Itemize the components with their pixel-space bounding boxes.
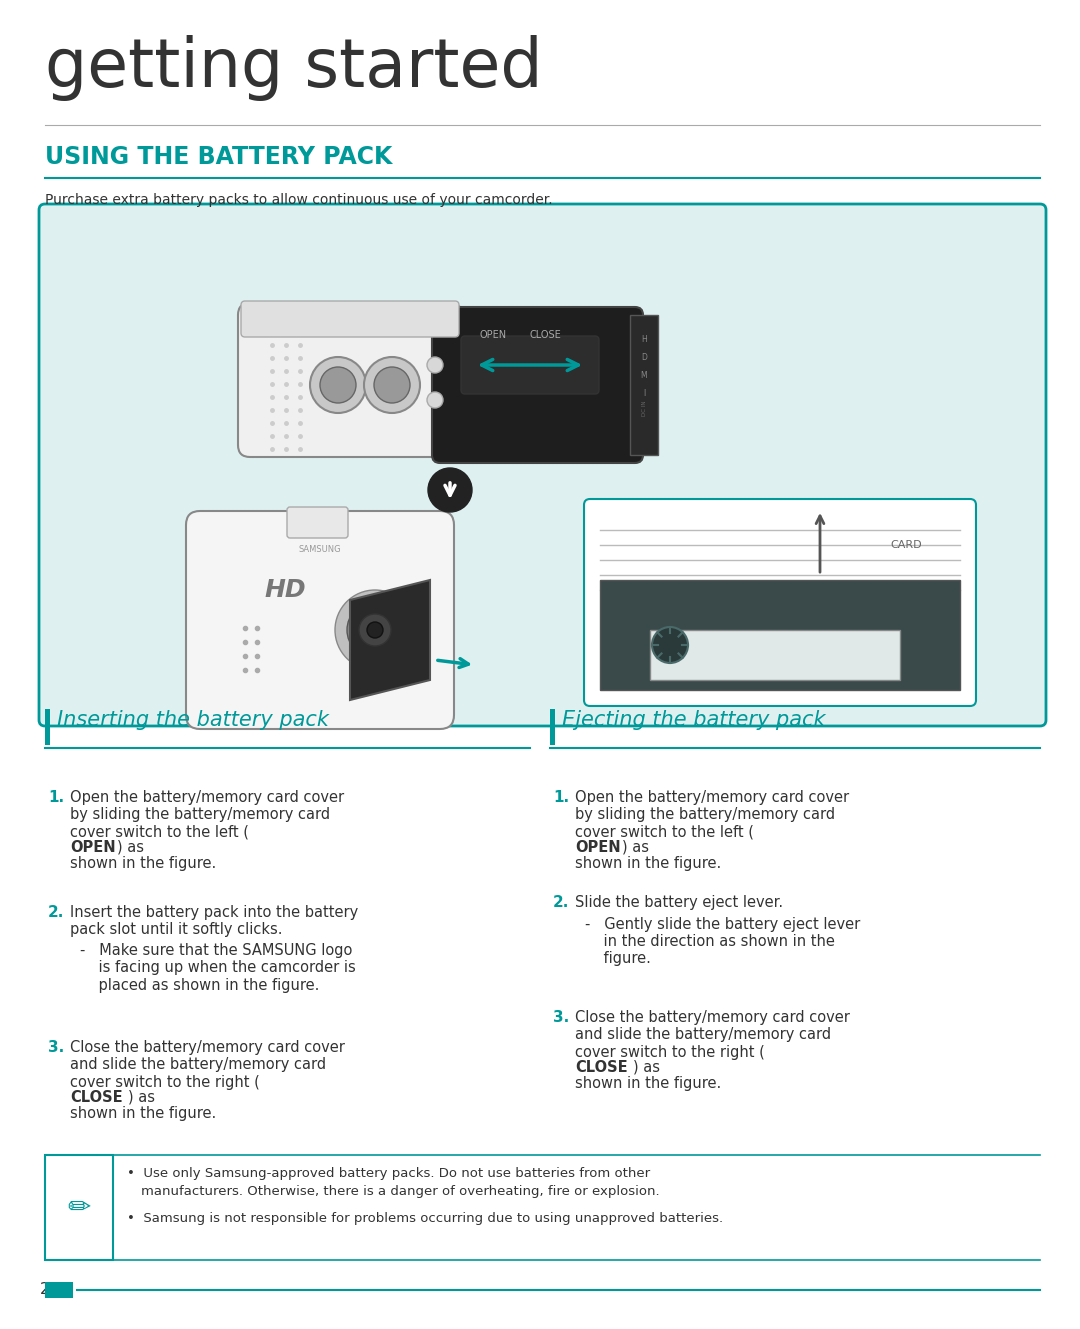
FancyBboxPatch shape [287, 506, 348, 538]
Text: D: D [642, 354, 647, 363]
Text: shown in the figure.: shown in the figure. [575, 856, 721, 870]
Text: Close the battery/memory card cover
and slide the battery/memory card
cover swit: Close the battery/memory card cover and … [70, 1041, 345, 1090]
FancyBboxPatch shape [461, 336, 599, 393]
Circle shape [347, 602, 403, 658]
Bar [630, 315, 658, 455]
Text: 1.: 1. [553, 789, 569, 805]
Text: ) as: ) as [633, 1059, 660, 1075]
Text: SAMSUNG: SAMSUNG [299, 545, 341, 554]
Text: ) as: ) as [117, 840, 144, 855]
Circle shape [374, 367, 410, 403]
Text: OPEN: OPEN [480, 330, 508, 340]
Text: 1.: 1. [48, 789, 64, 805]
Circle shape [427, 392, 443, 408]
Text: H: H [642, 335, 647, 344]
Circle shape [320, 367, 356, 403]
Text: 3.: 3. [553, 1010, 569, 1025]
Text: 26: 26 [40, 1282, 59, 1297]
Text: Open the battery/memory card cover
by sliding the battery/memory card
cover swit: Open the battery/memory card cover by sl… [70, 789, 345, 840]
Text: Open the battery/memory card cover
by sliding the battery/memory card
cover swit: Open the battery/memory card cover by sl… [575, 789, 849, 840]
Text: shown in the figure.: shown in the figure. [575, 1076, 721, 1091]
Text: CLOSE: CLOSE [575, 1059, 627, 1075]
Polygon shape [350, 579, 430, 700]
Circle shape [367, 622, 383, 638]
Bar [45, 708, 50, 746]
FancyBboxPatch shape [584, 498, 976, 706]
Text: getting started: getting started [45, 35, 542, 101]
Text: ) as: ) as [622, 840, 649, 855]
Text: OPEN: OPEN [575, 840, 621, 855]
Text: •  Use only Samsung-approved battery packs. Do not use batteries from other: • Use only Samsung-approved battery pack… [127, 1167, 650, 1180]
Text: Slide the battery eject lever.: Slide the battery eject lever. [575, 894, 783, 910]
Circle shape [652, 627, 688, 663]
Circle shape [310, 358, 366, 413]
Text: Insert the battery pack into the battery
pack slot until it softly clicks.: Insert the battery pack into the battery… [70, 905, 359, 937]
Text: ) as: ) as [129, 1090, 156, 1104]
Text: Purchase extra battery packs to allow continuous use of your camcorder.: Purchase extra battery packs to allow co… [45, 193, 553, 207]
Bar [650, 630, 900, 680]
Text: CARD: CARD [890, 540, 921, 550]
FancyBboxPatch shape [39, 203, 1047, 726]
Circle shape [359, 614, 391, 646]
Circle shape [427, 358, 443, 373]
Bar [550, 708, 555, 746]
FancyBboxPatch shape [241, 300, 459, 338]
Text: Inserting the battery pack: Inserting the battery pack [57, 710, 329, 730]
Text: shown in the figure.: shown in the figure. [70, 1106, 216, 1120]
Text: 2.: 2. [553, 894, 569, 910]
Text: Close the battery/memory card cover
and slide the battery/memory card
cover swit: Close the battery/memory card cover and … [575, 1010, 850, 1059]
Text: M: M [640, 372, 647, 380]
Text: CLOSE: CLOSE [70, 1090, 123, 1104]
Text: -   Gently slide the battery eject lever
    in the direction as shown in the
  : - Gently slide the battery eject lever i… [585, 917, 861, 966]
Bar [600, 579, 960, 690]
Text: CLOSE: CLOSE [530, 330, 562, 340]
Text: •  Samsung is not responsible for problems occurring due to using unapproved bat: • Samsung is not responsible for problem… [127, 1212, 724, 1225]
FancyBboxPatch shape [432, 307, 643, 462]
Text: -   Make sure that the SAMSUNG logo
    is facing up when the camcorder is
    p: - Make sure that the SAMSUNG logo is fac… [80, 944, 355, 993]
Text: DC IN: DC IN [642, 400, 647, 416]
Text: Ejecting the battery pack: Ejecting the battery pack [562, 710, 825, 730]
Text: manufacturers. Otherwise, there is a danger of overheating, fire or explosion.: manufacturers. Otherwise, there is a dan… [141, 1185, 660, 1197]
Bar [45, 1155, 113, 1260]
Circle shape [335, 590, 415, 670]
Circle shape [364, 358, 420, 413]
Text: HD: HD [265, 578, 306, 602]
Circle shape [428, 468, 472, 512]
Text: I: I [643, 389, 645, 399]
Text: 3.: 3. [48, 1041, 64, 1055]
Text: shown in the figure.: shown in the figure. [70, 856, 216, 870]
Text: 2.: 2. [48, 905, 65, 920]
Bar [45, 1282, 73, 1298]
FancyBboxPatch shape [238, 303, 462, 457]
Text: USING THE BATTERY PACK: USING THE BATTERY PACK [45, 145, 392, 169]
Text: ✏: ✏ [67, 1193, 91, 1221]
FancyBboxPatch shape [186, 510, 454, 730]
Text: OPEN: OPEN [70, 840, 116, 855]
